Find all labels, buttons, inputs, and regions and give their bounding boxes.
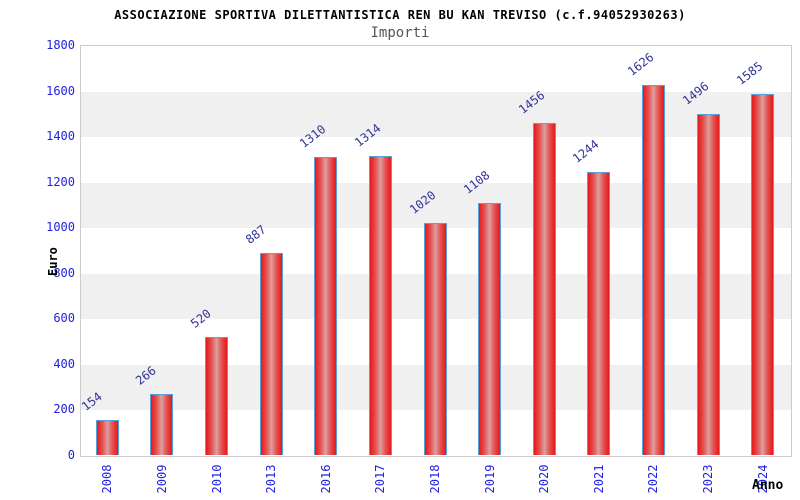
- y-axis-title: Euro: [46, 247, 60, 276]
- x-axis-tick-label: 2020: [537, 464, 552, 494]
- x-axis-tick-label: 2022: [646, 464, 661, 494]
- bar: [423, 222, 447, 455]
- grid-band: [81, 46, 791, 92]
- x-axis-tick-label: 2017: [373, 464, 388, 494]
- y-axis-tick-label: 1200: [46, 174, 75, 189]
- y-axis-tick-label: 1400: [46, 129, 75, 144]
- plot-area: [80, 45, 792, 457]
- x-axis-tick-label: 2021: [591, 464, 606, 494]
- x-axis-tick-label: 2018: [428, 464, 442, 494]
- grid-band: [81, 91, 791, 138]
- bar: [95, 419, 119, 455]
- x-axis-title: Anno: [752, 478, 784, 493]
- y-axis-tick-label: 200: [53, 402, 75, 417]
- y-axis-tick-label: 1600: [46, 83, 75, 98]
- x-axis-tick-label: 2008: [100, 464, 115, 494]
- bar: [751, 93, 775, 455]
- x-axis-tick-label: 2023: [701, 464, 716, 494]
- y-axis-tick-label: 600: [53, 311, 75, 326]
- x-axis-tick-label: 2019: [482, 464, 497, 494]
- x-axis-tick-label: 2010: [209, 464, 224, 494]
- x-axis-tick-label: 2009: [154, 464, 169, 494]
- bar: [368, 155, 392, 455]
- x-axis-tick-label: 2016: [318, 464, 333, 494]
- y-axis-tick-label: 1000: [46, 220, 75, 235]
- bar: [150, 394, 174, 455]
- bar: [259, 252, 283, 455]
- bar: [587, 171, 611, 455]
- y-axis-tick-label: 0: [67, 448, 75, 462]
- y-axis-tick-label: 400: [53, 356, 75, 371]
- x-axis-tick-label: 2013: [264, 464, 279, 494]
- grid-band: [81, 137, 791, 183]
- y-axis-tick-label: 1800: [46, 38, 75, 52]
- grid-band: [81, 182, 791, 229]
- bar: [641, 84, 665, 455]
- y-axis-tick-label: 800: [53, 265, 75, 280]
- bar: [696, 114, 720, 455]
- bar: [205, 336, 229, 455]
- bar: [314, 156, 338, 455]
- bar: [532, 123, 556, 455]
- chart-subtitle: Importi: [370, 25, 430, 41]
- bar: [478, 202, 502, 455]
- chart-title: ASSOCIAZIONE SPORTIVA DILETTANTISTICA RE…: [114, 8, 686, 22]
